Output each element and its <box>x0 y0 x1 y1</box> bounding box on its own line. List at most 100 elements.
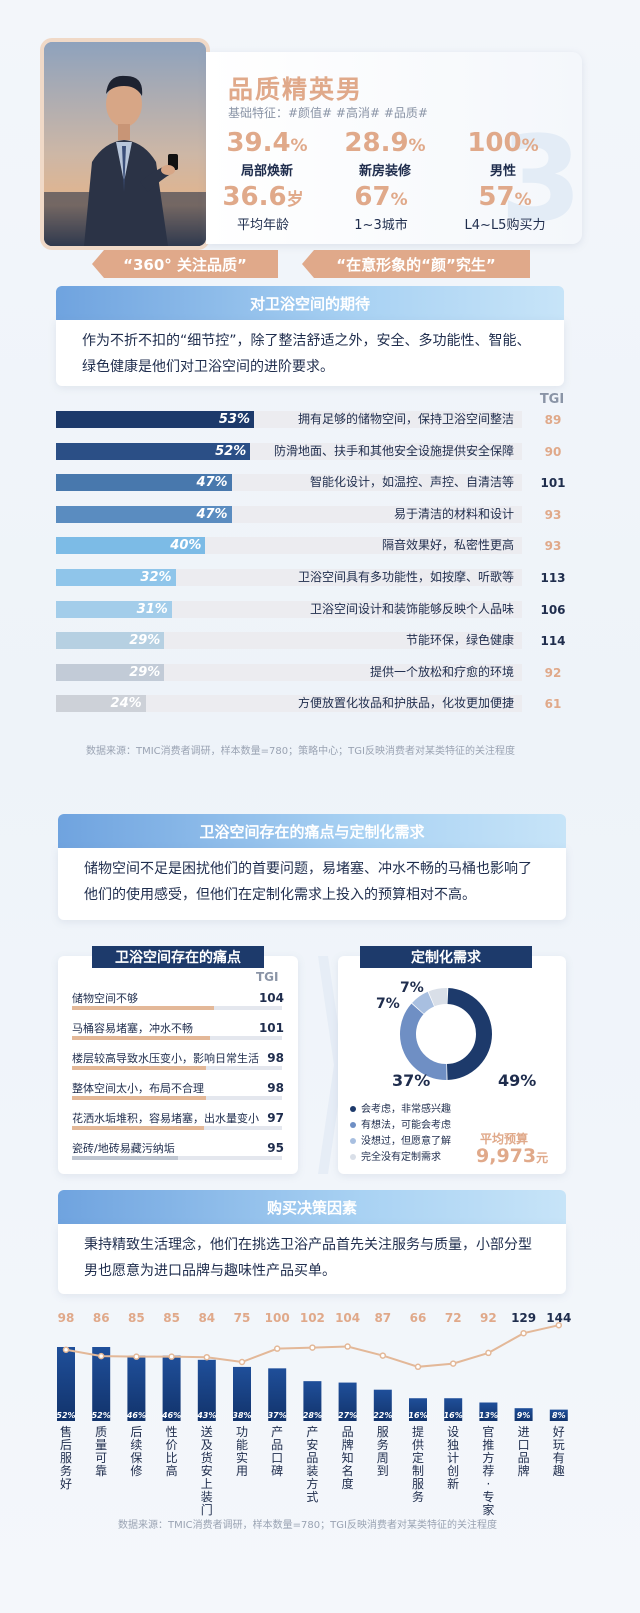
expectation-value: 24% <box>110 696 142 712</box>
pain-point-label: 花洒水垢堆积，容易堵塞，出水量变小 <box>72 1112 259 1125</box>
pain-point-track <box>72 1156 282 1160</box>
expectation-value: 31% <box>136 601 168 617</box>
budget-label: 平均预算 <box>480 1132 529 1146</box>
donut-legend-item: 有想法，可能会考虑 <box>350 1116 451 1131</box>
purchase-bar-value: 38% <box>232 1411 251 1420</box>
expectations-source: 数据来源：TMIC消费者调研，样本数量=780；策略中心；TGI反映消费者对某类… <box>86 746 515 757</box>
tgi-point <box>520 1329 527 1337</box>
donut-legend-item: 完全没有定制需求 <box>350 1148 441 1163</box>
pain-point-track <box>72 1006 282 1010</box>
pain-point-bar <box>72 1096 206 1100</box>
purchase-category-label: 好玩有趣 <box>552 1425 565 1478</box>
persona-title: 品质精英男 <box>228 75 364 104</box>
pain-point-bar <box>72 1066 206 1070</box>
purchase-bar <box>303 1381 322 1421</box>
pain-tgi-header: TGI <box>256 970 279 984</box>
expectation-row: 24% 方便放置化妆品和护肤品，化妆更加便捷 <box>56 695 522 713</box>
purchase-category-label: 官推方荐·专家 <box>482 1425 495 1517</box>
purchase-bar <box>444 1398 463 1421</box>
donut-slice <box>428 988 448 1007</box>
pain-point-label: 储物空间不够 <box>72 992 138 1005</box>
pain-point-tgi: 101 <box>258 1021 284 1035</box>
expectation-value: 53% <box>218 412 250 427</box>
purchase-bar <box>549 1409 568 1421</box>
expectation-value: 40% <box>170 538 202 554</box>
budget-value: 9,973元 <box>476 1145 549 1167</box>
purchase-tgi-value: 84 <box>198 1311 215 1325</box>
legend-label: 完全没有定制需求 <box>361 1152 441 1163</box>
donut-value-label: 37% <box>392 1071 430 1090</box>
donut-slice <box>446 988 492 1080</box>
purchase-bar-value: 16% <box>444 1411 463 1420</box>
pain-point-bar <box>72 1036 210 1040</box>
expectation-label: 拥有足够的储物空间，保持卫浴空间整洁 <box>297 412 514 426</box>
pain-point-label: 瓷砖/地砖易藏污纳垢 <box>72 1142 175 1155</box>
custom-card-title: 定制化需求 <box>360 946 532 968</box>
tgi-point <box>414 1363 422 1371</box>
purchase-source: 数据来源：TMIC消费者调研，样本数量=780；TGI反映消费者对某类特征的关注… <box>118 1520 497 1531</box>
purchase-tgi-value: 98 <box>58 1311 75 1325</box>
expectation-row: 47% 易于清洁的材料和设计 <box>56 505 522 523</box>
expectation-label: 卫浴空间设计和装饰能够反映个人品味 <box>309 601 514 616</box>
purchase-bar-value: 46% <box>161 1411 181 1420</box>
pain-point-tgi: 95 <box>267 1141 284 1155</box>
purchase-bar-value: 28% <box>303 1411 322 1420</box>
expectation-row: 53% 拥有足够的储物空间，保持卫浴空间整洁 <box>56 411 522 428</box>
stat-male: 100% 男性 <box>467 128 539 179</box>
purchase-bar <box>233 1366 251 1421</box>
purchase-tgi-value: 75 <box>234 1311 251 1325</box>
purchase-bar <box>338 1382 357 1421</box>
expectation-tgi: 93 <box>544 507 562 522</box>
pain-point-tgi: 98 <box>267 1081 284 1095</box>
expectation-row: 29% 提供一个放松和疗愈的环境 <box>56 663 522 681</box>
purchase-bar-value: 9% <box>517 1411 531 1420</box>
expectation-label: 易于清洁的材料和设计 <box>393 506 514 521</box>
tgi-header: TGI <box>539 392 565 407</box>
purchase-category-label: 送及货安上装门 <box>200 1425 213 1517</box>
expectation-bar <box>56 411 254 428</box>
stat-new-home: 28.9% 新房装修 <box>344 128 426 179</box>
tgi-point <box>344 1343 351 1350</box>
purchase-bar-value: 37% <box>268 1411 287 1420</box>
expectation-label: 防滑地面、扶手和其他安全设施提供安全保障 <box>273 443 514 458</box>
purchase-bar-value: 27% <box>338 1411 357 1420</box>
tgi-point <box>168 1353 175 1360</box>
purchase-tgi-value: 72 <box>445 1311 462 1325</box>
expectation-value: 47% <box>196 506 228 522</box>
purchase-bar <box>127 1355 146 1421</box>
purchase-bar-value: 16% <box>408 1411 427 1420</box>
purchase-category-label: 品牌知名度 <box>341 1425 354 1491</box>
pain-point-tgi: 97 <box>267 1111 284 1125</box>
tgi-point <box>133 1353 140 1360</box>
donut-value-label: 7% <box>376 996 400 1012</box>
expectation-tgi: 106 <box>540 602 566 617</box>
purchase-bar-value: 52% <box>56 1411 75 1420</box>
purchase-category-label: 后续保修 <box>130 1425 143 1478</box>
donut-slice <box>412 991 435 1015</box>
purchase-category-label: 设独计创新 <box>447 1425 460 1491</box>
purchase-tgi-value: 86 <box>93 1311 110 1325</box>
legend-dot-icon <box>350 1138 356 1144</box>
purchase-bar-value: 52% <box>92 1411 111 1420</box>
tgi-point <box>485 1349 492 1357</box>
persona-photo <box>44 42 206 246</box>
tgi-point <box>203 1353 211 1361</box>
expectation-label: 节能环保，绿色健康 <box>405 633 514 648</box>
persona-tags: 基础特征：#颜值# #高消# #品质# <box>228 106 428 120</box>
donut-legend-item: 没想过，但愿意了解 <box>350 1132 451 1147</box>
pain-point-label: 整体空间太小，布局不合理 <box>72 1082 204 1095</box>
purchase-bar-value: 13% <box>479 1411 498 1420</box>
expectations-text: 作为不折不扣的“细节控”，除了整洁舒适之外，安全、多功能性、智能、绿色健康是他们… <box>56 320 564 386</box>
purchase-bar <box>197 1359 216 1421</box>
expectation-row: 32% 卫浴空间具有多功能性，如按摩、听歌等 <box>56 569 522 586</box>
legend-label: 没想过，但愿意了解 <box>361 1136 451 1147</box>
stat-local-renovation: 39.4% 局部焕新 <box>226 128 308 179</box>
purchase-bar-value: 43% <box>196 1411 216 1420</box>
pain-card <box>58 956 298 1174</box>
expectation-bar <box>56 663 165 681</box>
persona-card <box>206 52 582 244</box>
purchase-tgi-value: 85 <box>163 1311 180 1325</box>
purchase-bar <box>514 1408 533 1421</box>
pain-point-tgi: 104 <box>258 991 284 1005</box>
expectation-bar <box>56 632 165 650</box>
